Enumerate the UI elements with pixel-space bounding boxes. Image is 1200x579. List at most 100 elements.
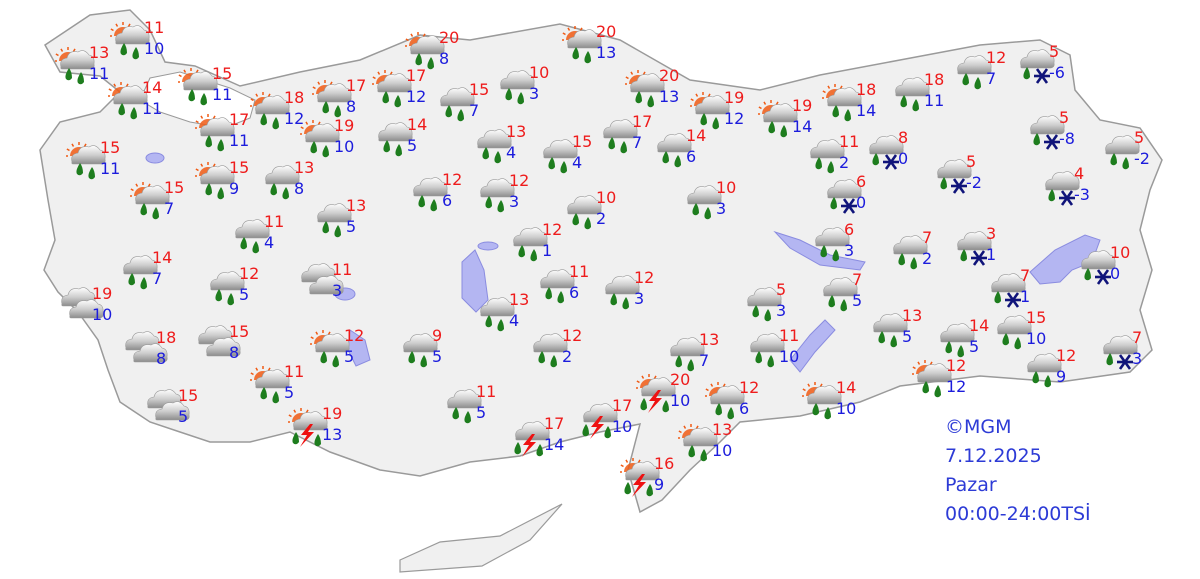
high-temperature: 11 bbox=[144, 18, 165, 37]
high-temperature: 14 bbox=[152, 248, 173, 267]
cyprus bbox=[399, 503, 563, 573]
low-temperature: 5 bbox=[239, 285, 250, 304]
weather-station: 19 13 bbox=[288, 406, 368, 456]
rain-icon bbox=[480, 178, 515, 213]
low-temperature: 0 bbox=[856, 193, 867, 212]
cloudy-icon bbox=[198, 325, 241, 357]
low-temperature: 3 bbox=[509, 192, 520, 211]
weather-station: 12 1 bbox=[508, 222, 588, 272]
low-temperature: 11 bbox=[100, 159, 121, 178]
high-temperature: 15 bbox=[572, 132, 593, 151]
weather-station: 5 -6 bbox=[1015, 44, 1095, 94]
rain-icon bbox=[235, 219, 270, 254]
low-temperature: 9 bbox=[1056, 367, 1067, 386]
rain-icon bbox=[403, 333, 438, 368]
rain-icon bbox=[873, 313, 908, 348]
high-temperature: 15 bbox=[100, 138, 121, 157]
low-temperature: 14 bbox=[856, 101, 877, 120]
cloudy-icon bbox=[301, 263, 344, 295]
high-temperature: 19 bbox=[724, 88, 745, 107]
rain-icon bbox=[533, 333, 568, 368]
weather-station: 4 -3 bbox=[1040, 166, 1120, 216]
weather-station: 15 11 bbox=[66, 140, 146, 190]
low-temperature: 10 bbox=[92, 305, 113, 324]
weather-station: 11 6 bbox=[535, 264, 615, 314]
low-temperature: 3 bbox=[776, 301, 787, 320]
low-temperature: 7 bbox=[164, 199, 175, 218]
low-temperature: 13 bbox=[659, 87, 680, 106]
weather-station: 11 5 bbox=[442, 384, 522, 434]
rain-icon bbox=[500, 70, 535, 105]
low-temperature: 9 bbox=[654, 475, 665, 494]
weather-station: 10 0 bbox=[1076, 245, 1156, 295]
weather-station: 12 3 bbox=[600, 270, 680, 320]
weather-station: 15 10 bbox=[992, 310, 1072, 360]
rain-icon bbox=[957, 55, 992, 90]
low-temperature: -6 bbox=[1049, 63, 1065, 82]
high-temperature: 15 bbox=[229, 322, 250, 341]
sun-rain-icon bbox=[562, 26, 602, 64]
weather-station: 19 12 bbox=[690, 90, 770, 140]
rain-icon bbox=[605, 275, 640, 310]
low-temperature: 13 bbox=[596, 43, 617, 62]
weather-station: 5 -8 bbox=[1025, 110, 1105, 160]
high-temperature: 20 bbox=[596, 22, 617, 41]
weather-station: 15 4 bbox=[538, 134, 618, 184]
weather-station: 10 2 bbox=[562, 190, 642, 240]
high-temperature: 14 bbox=[836, 378, 857, 397]
weather-station: 14 5 bbox=[935, 318, 1015, 368]
high-temperature: 12 bbox=[1056, 346, 1077, 365]
rain-icon bbox=[940, 323, 975, 358]
thunder-icon bbox=[514, 421, 550, 457]
high-temperature: 19 bbox=[792, 96, 813, 115]
high-temperature: 18 bbox=[856, 80, 877, 99]
rain-icon bbox=[477, 129, 512, 164]
period-label: 00:00-24:00TSİ bbox=[945, 503, 1091, 525]
weather-station: 17 14 bbox=[510, 416, 590, 466]
low-temperature: 6 bbox=[442, 191, 453, 210]
high-temperature: 5 bbox=[1049, 42, 1060, 61]
lake-tuz bbox=[461, 249, 489, 313]
low-temperature: 10 bbox=[836, 399, 857, 418]
low-temperature: 3 bbox=[529, 84, 540, 103]
high-temperature: 13 bbox=[506, 122, 527, 141]
rain-icon bbox=[210, 271, 245, 306]
rain-icon bbox=[670, 337, 705, 372]
high-temperature: 12 bbox=[344, 326, 365, 345]
sun-rain-icon bbox=[178, 68, 218, 106]
weather-station: 13 4 bbox=[475, 292, 555, 342]
high-temperature: 13 bbox=[294, 158, 315, 177]
low-temperature: 7 bbox=[632, 133, 643, 152]
high-temperature: 11 bbox=[476, 382, 497, 401]
low-temperature: 2 bbox=[596, 209, 607, 228]
sun-rain-icon bbox=[250, 92, 290, 130]
high-temperature: 20 bbox=[659, 66, 680, 85]
sun-rain-icon bbox=[758, 100, 798, 138]
sun-rain-icon bbox=[110, 22, 150, 60]
low-temperature: -2 bbox=[966, 173, 982, 192]
sun-rain-icon bbox=[690, 92, 730, 130]
sun-rain-icon bbox=[250, 366, 290, 404]
sun-thunder-icon bbox=[620, 458, 660, 497]
low-temperature: 11 bbox=[142, 99, 163, 118]
high-temperature: 15 bbox=[229, 158, 250, 177]
low-temperature: 6 bbox=[739, 399, 750, 418]
map-legend: ©MGM 7.12.2025 Pazar 00:00-24:00TSİ bbox=[945, 413, 1091, 529]
low-temperature: -2 bbox=[1134, 149, 1150, 168]
weather-station: 13 4 bbox=[472, 124, 552, 174]
sun-thunder-icon bbox=[288, 408, 328, 447]
cloudy-icon bbox=[125, 331, 168, 363]
high-temperature: 14 bbox=[142, 78, 163, 97]
weather-station: 14 5 bbox=[373, 117, 453, 167]
weather-station: 5 -2 bbox=[1100, 130, 1180, 180]
high-temperature: 14 bbox=[407, 115, 428, 134]
high-temperature: 13 bbox=[89, 43, 110, 62]
low-temperature: 3 bbox=[844, 241, 855, 260]
low-temperature: 14 bbox=[544, 435, 565, 454]
weather-station: 12 3 bbox=[475, 173, 555, 223]
copyright-label: ©MGM bbox=[945, 416, 1012, 438]
